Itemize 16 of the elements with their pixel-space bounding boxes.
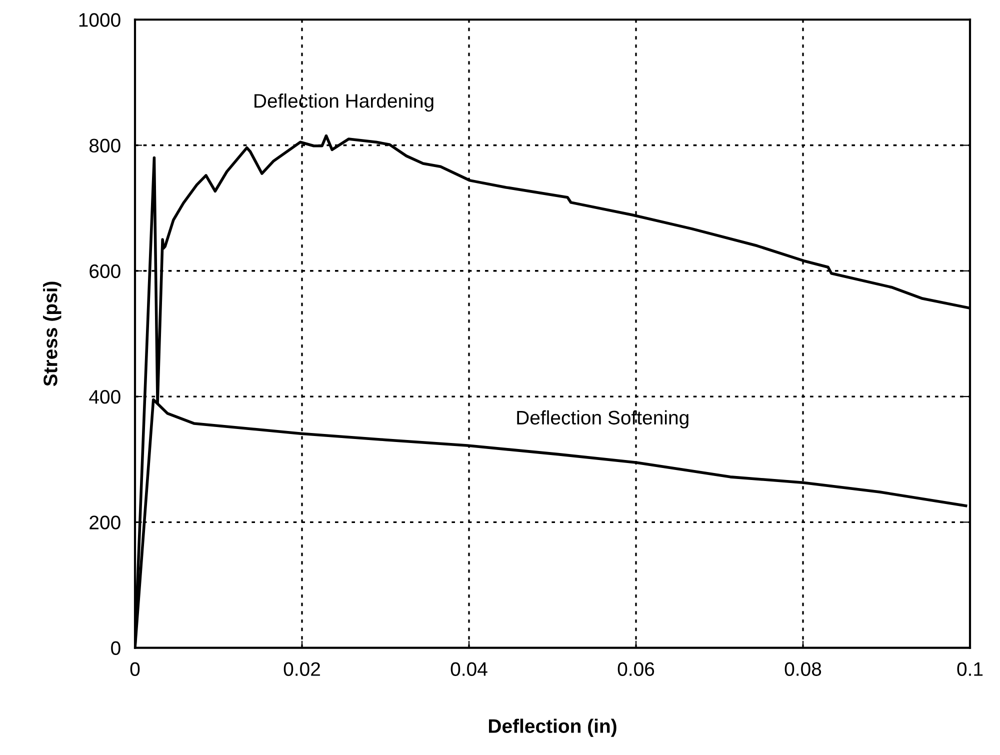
x-tick-label: 0.1 [957,662,983,676]
x-tick-label: 0.04 [450,662,488,676]
y-tick-label: 200 [90,516,120,530]
y-tick-label: 400 [89,390,120,404]
y-tick-label: 0 [111,641,120,656]
x-tick-label: 0 [130,662,140,676]
x-tick-label: 0.06 [618,662,654,676]
y-tick-label: 800 [90,138,120,152]
series-label: Deflection Softening [517,410,688,428]
series-label: Deflection Hardening [254,94,434,112]
y-tick-label: 600 [90,264,120,278]
x-tick-label: 0.02 [284,662,320,676]
y-axis-title: Stress (psi) [43,282,62,386]
y-tick-label: 1000 [79,13,120,27]
x-axis-title: Deflection (in) [488,718,616,737]
x-tick-label: 0.08 [784,662,822,676]
